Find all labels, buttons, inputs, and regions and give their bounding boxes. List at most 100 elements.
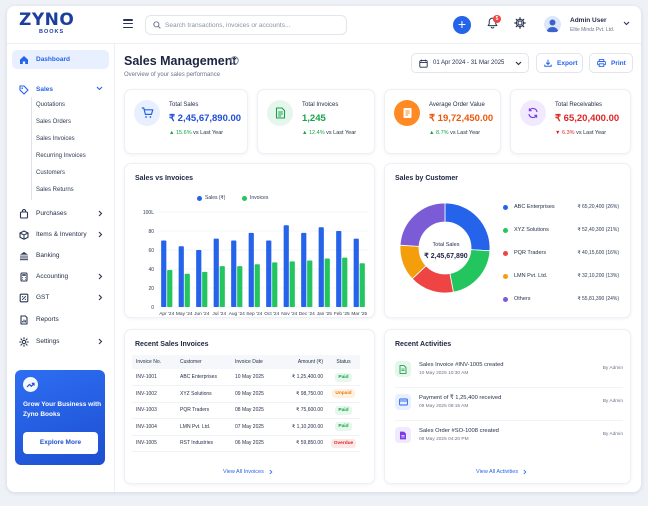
bar-invoices[interactable] [184,273,190,307]
submenu-item-quotations[interactable]: Quotations [36,102,66,108]
avatar[interactable] [544,16,561,33]
table-row[interactable]: INV-1005 RST Industries 06 May 2025 ₹ 59,85… [132,435,360,452]
table-row[interactable]: INV-1001 ABC Enterprises 10 May 2025 ₹ 1,25… [132,369,360,386]
sidebar-item-label: Purchases [36,210,67,217]
divider [395,387,623,388]
print-button[interactable]: Print [589,53,633,73]
bar-invoices[interactable] [342,257,348,307]
pie-legend-item[interactable]: Others ₹ 55,81,390 (24%) [503,296,619,302]
user-name[interactable]: Admin User [570,17,607,24]
notifications-button[interactable]: 5 [487,15,501,31]
submenu-item-sales-returns[interactable]: Sales Returns [36,187,74,193]
submenu-item-sales-invoices[interactable]: Sales Invoices [36,136,75,142]
sidebar-item-label: Dashboard [36,56,70,63]
bar-sales[interactable] [301,232,307,307]
bar-invoices[interactable] [237,266,243,307]
chevron-down-icon [96,86,103,91]
bar-sales[interactable] [248,232,254,307]
menu-toggle-icon[interactable] [123,19,133,28]
view-all-invoices-link[interactable]: View All Invoices [223,469,273,475]
x-tick-label: Apr '24 [159,311,174,317]
submenu-item-sales-orders[interactable]: Sales Orders [36,119,72,125]
bar-sales[interactable] [178,246,184,307]
sidebar-item-accounting[interactable]: Accounting [12,267,109,286]
table-row[interactable]: INV-1002 XYZ Solutions 09 May 2025 ₹ 98,750… [132,385,360,403]
bar-sales[interactable] [161,240,167,308]
submenu-item-recurring-invoices[interactable]: Recurring Invoices [36,153,86,159]
pie-legend-item[interactable]: XYZ Solutions ₹ 52,40,300 (21%) [503,227,619,233]
pie-legend-item[interactable]: ABC Enterprises ₹ 65,20,400 (26%) [503,204,619,210]
chart-title: Sales by Customer [395,175,459,182]
bar-chart: 0 20 40 60 80 100L Apr '24 May '24 Jun '24 Jul '2… [143,210,368,317]
sidebar-item-label: GST [36,294,50,301]
pie-legend-item[interactable]: PQR Traders ₹ 40,15,600 (16%) [503,250,619,256]
sidebar-item-dashboard[interactable]: Dashboard [12,50,109,69]
bar-invoices[interactable] [324,258,330,307]
promo-text: Grow Your Business with Zyno Books [23,401,102,418]
export-button[interactable]: Export [536,53,583,73]
search-input[interactable] [165,18,343,33]
bar-sales[interactable] [318,227,324,307]
table-row[interactable]: INV-1003 PQR Traders 08 May 2025 ₹ 75,600.0… [132,402,360,419]
logo[interactable]: ZYNO BOOKS [19,10,75,36]
sidebar-item-sales[interactable]: Sales [12,80,109,99]
sidebar-item-gst[interactable]: GST [12,288,109,307]
view-all-label: View All Invoices [223,469,264,475]
bar-sales[interactable] [231,240,237,308]
chevron-down-icon[interactable] [623,21,630,26]
date-range-picker[interactable]: 01 Apr 2024 - 31 Mar 2025 [411,53,529,73]
column-header[interactable]: Invoice No. [132,355,176,369]
sidebar-item-banking[interactable]: Banking [12,246,109,265]
info-icon[interactable] [230,56,239,65]
bar-invoices[interactable] [254,264,260,307]
y-tick-label: 20 [148,286,154,292]
invoice-number: INV-1005 [132,435,176,452]
logo-brand: ZYNO [19,10,75,30]
bar-invoices[interactable] [359,263,365,307]
y-tick-label: 80 [148,229,154,235]
column-header[interactable]: Invoice Date [231,355,281,369]
column-header[interactable]: Customer [176,355,231,369]
bar-invoices[interactable] [219,266,225,307]
date-range-label: 01 Apr 2024 - 31 Mar 2025 [433,60,505,66]
view-all-activities-link[interactable]: View All Activities [476,469,527,475]
status-badge: Paid [335,422,352,432]
sidebar-item-settings[interactable]: Settings [12,332,109,351]
bar-sales[interactable] [196,250,202,307]
status-badge: Overdue [330,438,357,448]
sidebar-item-purchases[interactable]: Purchases [12,204,109,223]
add-new-button[interactable]: + [453,16,471,34]
stat-change-percent: 12.4% [308,130,325,136]
bar-invoices[interactable] [167,269,173,307]
legend-name: LMN Pvt. Ltd. [514,273,548,279]
bar-invoices[interactable] [307,260,313,307]
bar-invoices[interactable] [289,261,295,307]
invoice-amount: ₹ 98,750.00 [281,385,327,403]
pie-legend-item[interactable]: LMN Pvt. Ltd. ₹ 32,10,200 (13%) [503,273,619,279]
bar-sales[interactable] [213,238,219,307]
bar-sales[interactable] [283,225,289,307]
bar-sales[interactable] [266,240,272,308]
activity-item[interactable]: Sales Invoice #INV-1005 created 10 May 20… [395,361,623,391]
sidebar-item-items-inventory[interactable]: Items & Inventory [12,225,109,244]
bar-invoices[interactable] [272,262,278,307]
bar-sales[interactable] [336,231,342,307]
submenu-item-customers[interactable]: Customers [36,170,66,176]
legend-invoices: Invoices [242,195,268,201]
settings-button[interactable] [514,17,526,31]
table-row[interactable]: INV-1004 LMN Pvt. Ltd. 07 May 2025 ₹ 1,10,2… [132,418,360,436]
invoice-icon [267,100,293,126]
donut-slice[interactable] [399,202,446,247]
explore-more-button[interactable]: Explore More [23,432,98,454]
activity-item[interactable]: Payment of ₹ 1,25,400 received 09 May 202… [395,394,623,424]
bar-invoices[interactable] [202,271,208,307]
column-header[interactable]: Status [327,355,360,369]
bar-sales[interactable] [353,238,359,307]
status-badge: Paid [335,405,352,415]
stat-value: ₹ 65,20,400.00 [555,113,620,124]
activity-author: By Admin [602,399,623,404]
sidebar-item-reports[interactable]: Reports [12,310,109,329]
activity-item[interactable]: Sales Order #SO-1008 created 08 May 2025 … [395,427,623,457]
column-header[interactable]: Amount (₹) [281,355,327,369]
x-tick-label: Jan '25 [317,311,333,317]
